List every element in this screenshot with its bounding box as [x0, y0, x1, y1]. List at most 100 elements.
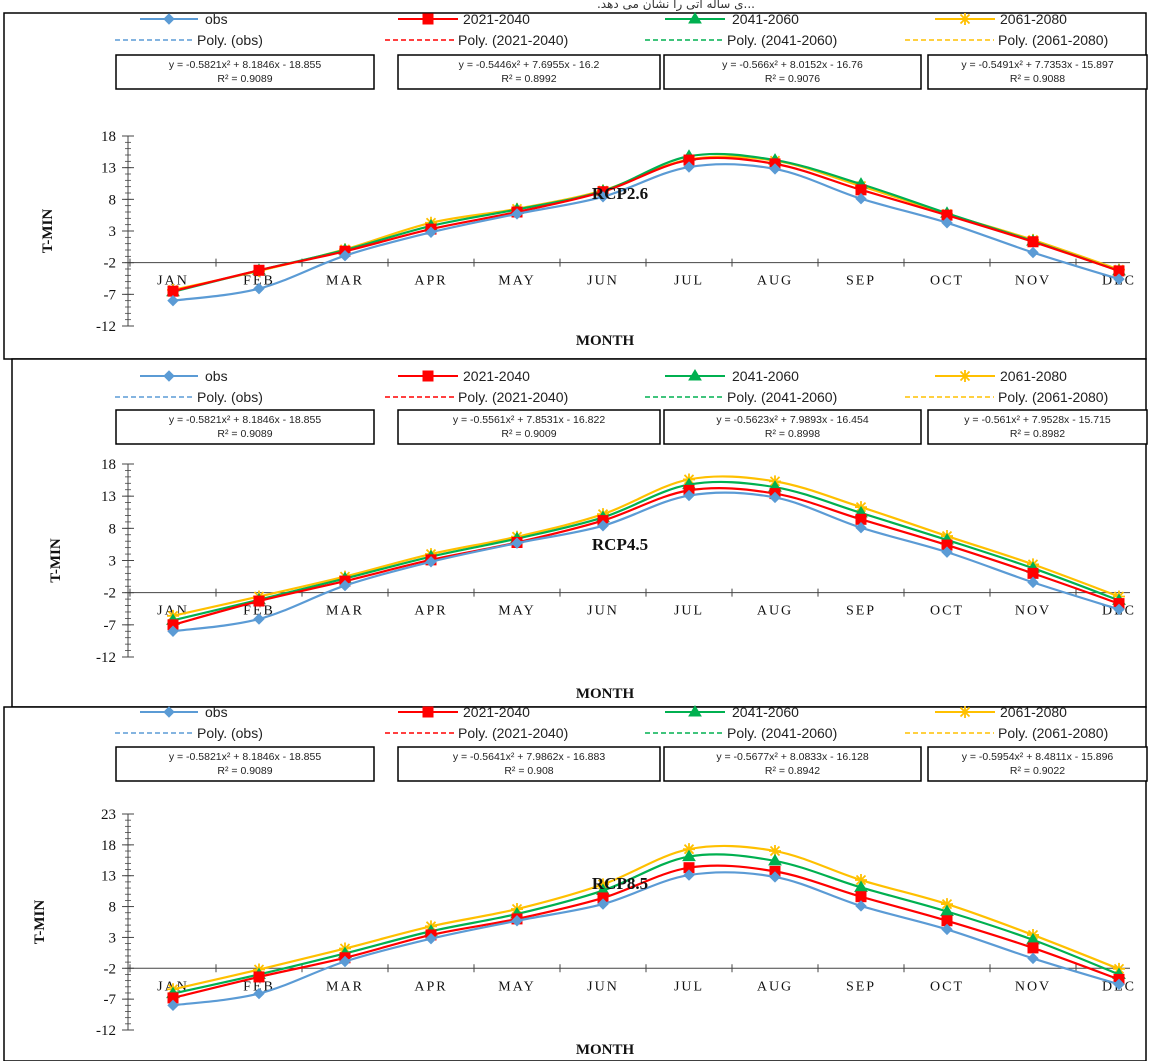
equation-box: y = -0.5821x² + 8.1846x - 18.855 R² = 0.9…: [115, 54, 375, 90]
data-point: [683, 161, 695, 173]
series-line: [172, 156, 1120, 293]
data-point: [511, 208, 523, 220]
x-tick-label: FEB: [243, 604, 275, 619]
x-tick-label: SEP: [846, 274, 876, 289]
x-axis-title: MONTH: [576, 333, 635, 349]
data-point: [1113, 273, 1125, 285]
y-tick-label: -2: [104, 586, 117, 602]
data-point: [167, 999, 179, 1012]
legend-marker: [163, 706, 175, 718]
series-line: [172, 871, 1120, 1007]
data-point: [769, 163, 781, 175]
equation-text: y = -0.5561x² + 7.8531x - 16.822: [453, 414, 606, 426]
data-point: [855, 900, 867, 912]
legend-trend-entry: Poly. (2021-2040): [458, 389, 568, 405]
data-point: [855, 192, 867, 205]
legend-trend-entry: Poly. (2041-2060): [727, 389, 837, 405]
data-point: [682, 849, 696, 862]
data-point: [339, 955, 351, 968]
data-point: [855, 891, 867, 903]
equation-text: y = -0.5821x² + 8.1846x - 18.855: [169, 59, 322, 71]
data-point: [769, 845, 781, 858]
x-tick-label: SEP: [846, 979, 876, 994]
legend-entry: 2021-2040: [463, 11, 530, 27]
series-line: [172, 480, 1120, 622]
data-point: [1113, 978, 1125, 991]
legend: obs 2021-2040 2041-2060 2061-2080 Poly. (obs…: [115, 368, 1108, 405]
legend-marker: [959, 13, 971, 25]
r2-text: R² = 0.9009: [501, 428, 556, 440]
y-tick-label: 23: [101, 807, 116, 823]
legend: obs 2021-2040 2041-2060 2061-2080 Poly. (obs…: [115, 11, 1108, 48]
legend-marker: [422, 370, 434, 382]
equation-text: y = -0.566x² + 8.0152x - 16.76: [722, 59, 863, 71]
legend-marker: [959, 370, 971, 382]
legend-marker: [959, 706, 971, 718]
data-point: [597, 520, 609, 532]
y-tick-label: -12: [96, 1023, 116, 1039]
equation-text: y = -0.561x² + 7.9528x - 15.715: [964, 414, 1111, 426]
data-point: [769, 871, 781, 883]
x-tick-label: NOV: [1015, 604, 1051, 619]
r2-text: R² = 0.9089: [217, 428, 272, 440]
equation-box: y = -0.5954x² + 8.4811x - 15.896 R² = 0.9…: [927, 746, 1148, 782]
equation-box: y = -0.5561x² + 7.8531x - 16.822 R² = 0.9…: [397, 409, 661, 445]
y-tick-label: -7: [104, 992, 117, 1008]
series-obs: [167, 161, 1125, 307]
data-point: [1027, 952, 1039, 965]
r2-text: R² = 0.8942: [765, 765, 820, 777]
equation-box: y = -0.5446x² + 7.6955x - 16.2 R² = 0.899…: [397, 54, 661, 90]
y-axis-title: T-MIN: [48, 538, 64, 583]
data-point: [941, 546, 953, 558]
r2-text: R² = 0.9089: [217, 73, 272, 85]
x-tick-label: JUN: [587, 979, 619, 994]
legend-entry: 2041-2060: [732, 704, 799, 720]
series-line: [172, 163, 1120, 302]
y-tick-label: 8: [109, 192, 117, 208]
legend-entry: 2021-2040: [463, 368, 530, 384]
legend-marker: [163, 13, 175, 25]
x-tick-label: NOV: [1015, 274, 1051, 289]
y-tick-label: 3: [109, 224, 117, 240]
x-axis-title: MONTH: [576, 686, 635, 702]
series-obs: [167, 869, 1125, 1012]
x-tick-label: APR: [414, 604, 447, 619]
legend-entry: obs: [205, 368, 228, 384]
x-tick-label: JUL: [674, 274, 704, 289]
equation-text: y = -0.5821x² + 8.1846x - 18.855: [169, 414, 322, 426]
equation-box-frame: [115, 54, 375, 90]
legend-trend-entry: Poly. (obs): [197, 725, 263, 741]
data-point: [1027, 942, 1039, 954]
scenario-label: RCP4.5: [592, 535, 648, 554]
equation-text: y = -0.5954x² + 8.4811x - 15.896: [962, 751, 1114, 763]
r2-text: R² = 0.9088: [1010, 73, 1065, 85]
x-tick-label: JUL: [674, 979, 704, 994]
y-tick-label: 3: [109, 554, 117, 570]
equation-box-frame: [927, 409, 1148, 445]
equation-box: y = -0.5491x² + 7.7353x - 15.897 R² = 0.9…: [927, 54, 1148, 90]
x-tick-label: JAN: [157, 979, 189, 994]
series-line: [172, 491, 1120, 633]
x-tick-label: OCT: [930, 979, 964, 994]
data-point: [1113, 603, 1125, 616]
y-tick-label: -7: [104, 618, 117, 634]
x-tick-label: OCT: [930, 604, 964, 619]
equation-text: y = -0.5446x² + 7.6955x - 16.2: [459, 59, 600, 71]
data-point: [683, 843, 695, 856]
data-point: [1027, 236, 1039, 248]
equation-box-frame: [927, 54, 1148, 90]
x-tick-label: JUL: [674, 604, 704, 619]
equation-box-frame: [397, 409, 661, 445]
data-point: [339, 579, 351, 592]
x-tick-label: JUN: [587, 274, 619, 289]
x-tick-label: MAR: [326, 979, 364, 994]
r2-text: R² = 0.9022: [1010, 765, 1065, 777]
y-tick-label: 18: [101, 457, 116, 473]
r2-text: R² = 0.908: [504, 765, 553, 777]
r2-text: R² = 0.8998: [765, 428, 820, 440]
x-tick-label: MAR: [326, 604, 364, 619]
y-tick-label: -2: [104, 961, 117, 977]
y-tick-label: -12: [96, 319, 116, 335]
equation-box: y = -0.561x² + 7.9528x - 15.715 R² = 0.89…: [927, 409, 1148, 445]
